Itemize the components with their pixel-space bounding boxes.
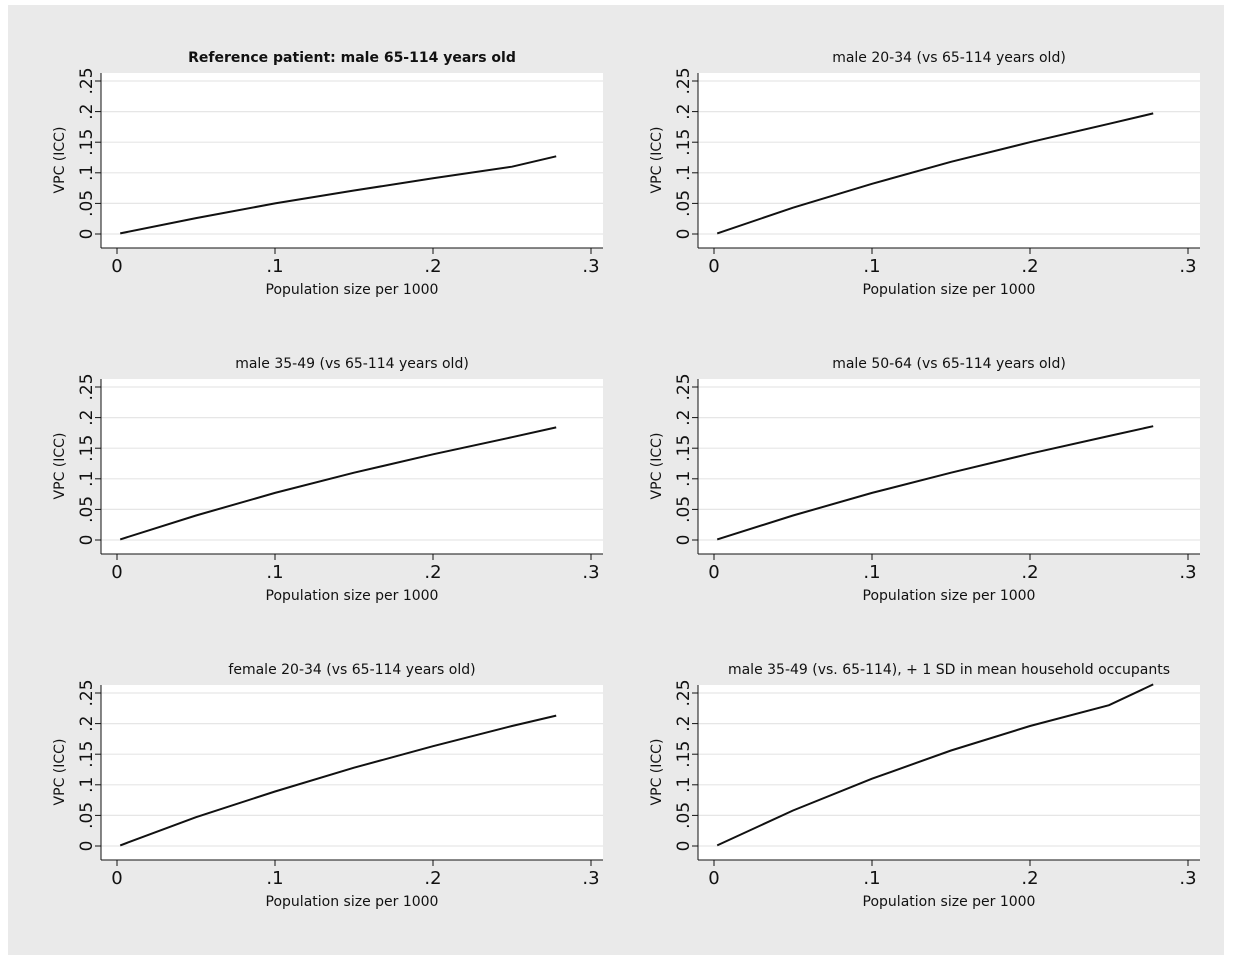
y-axis-label: VPC (ICC) bbox=[52, 433, 68, 500]
y-tick-label: .15 bbox=[77, 741, 97, 768]
y-tick-label: .15 bbox=[674, 435, 694, 462]
panel-title: Reference patient: male 65-114 years old bbox=[188, 50, 516, 66]
plot-area bbox=[698, 73, 1200, 248]
y-tick-label: .2 bbox=[674, 409, 694, 425]
y-tick-label: .2 bbox=[674, 715, 694, 731]
x-tick-label: .1 bbox=[266, 562, 283, 583]
plot-area bbox=[101, 379, 603, 554]
x-tick-label: 0 bbox=[708, 868, 719, 889]
y-tick-label: .25 bbox=[77, 373, 97, 400]
plot-area bbox=[101, 685, 603, 860]
x-axis-label: Population size per 1000 bbox=[266, 282, 439, 298]
chart-panel-5: 0 .05 .1 .15 .2 .25 0 .1 .2 .3 female 20-34 (vs 65… bbox=[52, 662, 603, 910]
y-tick-label: .2 bbox=[674, 103, 694, 119]
y-tick-label: .05 bbox=[77, 802, 97, 829]
chart-panel-2: 0 .05 .1 .15 .2 .25 0 .1 .2 .3 male 20-34 (vs 65-1… bbox=[649, 50, 1200, 298]
y-tick-label: .25 bbox=[674, 373, 694, 400]
y-tick-label: .05 bbox=[77, 496, 97, 523]
plot-area bbox=[698, 379, 1200, 554]
y-tick-label: .1 bbox=[77, 777, 97, 793]
y-tick-label: 0 bbox=[77, 535, 97, 546]
x-axis-label: Population size per 1000 bbox=[863, 894, 1036, 910]
vpc-curve-series-1 bbox=[716, 425, 1154, 541]
y-tick-label: .25 bbox=[77, 67, 97, 94]
x-tick-label: 0 bbox=[708, 256, 719, 277]
chart-panel-6: 0 .05 .1 .15 .2 .25 0 .1 .2 .3 male 35-49 (vs. 65-… bbox=[649, 662, 1200, 910]
x-tick-label: .2 bbox=[424, 256, 441, 277]
chart-panel-4: 0 .05 .1 .15 .2 .25 0 .1 .2 .3 male 50-64 (vs 65-1… bbox=[649, 356, 1200, 604]
y-tick-label: .1 bbox=[77, 165, 97, 181]
y-axis-label: VPC (ICC) bbox=[649, 127, 665, 194]
x-tick-label: 0 bbox=[111, 562, 122, 583]
chart-panel-3: 0 .05 .1 .15 .2 .25 0 .1 .2 .3 male 35-49 (vs 65-1… bbox=[52, 356, 603, 604]
panel-title: male 20-34 (vs 65-114 years old) bbox=[832, 50, 1066, 66]
x-tick-label: .3 bbox=[1179, 256, 1196, 277]
x-tick-label: .3 bbox=[582, 562, 599, 583]
x-tick-label: 0 bbox=[111, 256, 122, 277]
x-tick-label: .3 bbox=[1179, 562, 1196, 583]
chart-panel-1: 0 .05 .1 .15 .2 .25 0 .1 .2 .3 Reference patient: … bbox=[52, 50, 603, 298]
vpc-curve-series-1 bbox=[120, 155, 557, 235]
y-tick-label: .05 bbox=[674, 496, 694, 523]
y-tick-label: 0 bbox=[674, 535, 694, 546]
y-tick-label: .25 bbox=[674, 679, 694, 706]
x-tick-label: 0 bbox=[708, 562, 719, 583]
panel-title: male 35-49 (vs. 65-114), + 1 SD in mean … bbox=[728, 662, 1170, 678]
panel-title: male 35-49 (vs 65-114 years old) bbox=[235, 356, 469, 372]
y-tick-label: .1 bbox=[674, 165, 694, 181]
x-tick-label: .1 bbox=[863, 868, 880, 889]
x-tick-label: 0 bbox=[111, 868, 122, 889]
x-axis-label: Population size per 1000 bbox=[266, 588, 439, 604]
x-tick-label: .2 bbox=[1021, 562, 1038, 583]
x-tick-label: .2 bbox=[424, 868, 441, 889]
vpc-curve-series-1 bbox=[119, 426, 557, 541]
y-tick-label: .05 bbox=[77, 190, 97, 217]
vpc-curve-series-1 bbox=[119, 714, 557, 847]
y-tick-label: .1 bbox=[674, 471, 694, 487]
y-tick-label: .1 bbox=[77, 471, 97, 487]
y-tick-label: .2 bbox=[77, 715, 97, 731]
y-tick-label: .25 bbox=[77, 679, 97, 706]
x-tick-label: .1 bbox=[266, 868, 283, 889]
x-tick-label: .3 bbox=[582, 868, 599, 889]
y-tick-label: .15 bbox=[77, 129, 97, 156]
plot-area bbox=[698, 685, 1200, 860]
y-tick-label: .1 bbox=[674, 777, 694, 793]
y-axis-label: VPC (ICC) bbox=[649, 433, 665, 500]
x-tick-label: .2 bbox=[1021, 256, 1038, 277]
y-axis-label: VPC (ICC) bbox=[52, 127, 68, 194]
plot-area bbox=[101, 73, 603, 248]
x-axis-label: Population size per 1000 bbox=[266, 894, 439, 910]
y-tick-label: .2 bbox=[77, 103, 97, 119]
y-tick-label: .15 bbox=[674, 741, 694, 768]
y-tick-label: .25 bbox=[674, 67, 694, 94]
y-axis-label: VPC (ICC) bbox=[52, 739, 68, 806]
x-tick-label: .1 bbox=[863, 562, 880, 583]
y-tick-label: .05 bbox=[674, 802, 694, 829]
y-tick-label: .15 bbox=[77, 435, 97, 462]
y-tick-label: 0 bbox=[674, 841, 694, 852]
y-tick-label: 0 bbox=[674, 229, 694, 240]
x-tick-label: .3 bbox=[582, 256, 599, 277]
y-tick-label: .15 bbox=[674, 129, 694, 156]
x-axis-label: Population size per 1000 bbox=[863, 282, 1036, 298]
panel-title: female 20-34 (vs 65-114 years old) bbox=[228, 662, 475, 678]
vpc-curve-series-1 bbox=[716, 683, 1154, 847]
y-tick-label: .05 bbox=[674, 190, 694, 217]
x-tick-label: .3 bbox=[1179, 868, 1196, 889]
y-tick-label: 0 bbox=[77, 229, 97, 240]
y-tick-label: .2 bbox=[77, 409, 97, 425]
x-tick-label: .2 bbox=[424, 562, 441, 583]
x-axis-label: Population size per 1000 bbox=[863, 588, 1036, 604]
y-axis-label: VPC (ICC) bbox=[649, 739, 665, 806]
x-tick-label: .2 bbox=[1021, 868, 1038, 889]
panel-title: male 50-64 (vs 65-114 years old) bbox=[832, 356, 1066, 372]
vpc-curve-series-1 bbox=[716, 112, 1154, 235]
x-tick-label: .1 bbox=[863, 256, 880, 277]
x-tick-label: .1 bbox=[266, 256, 283, 277]
y-tick-label: 0 bbox=[77, 841, 97, 852]
